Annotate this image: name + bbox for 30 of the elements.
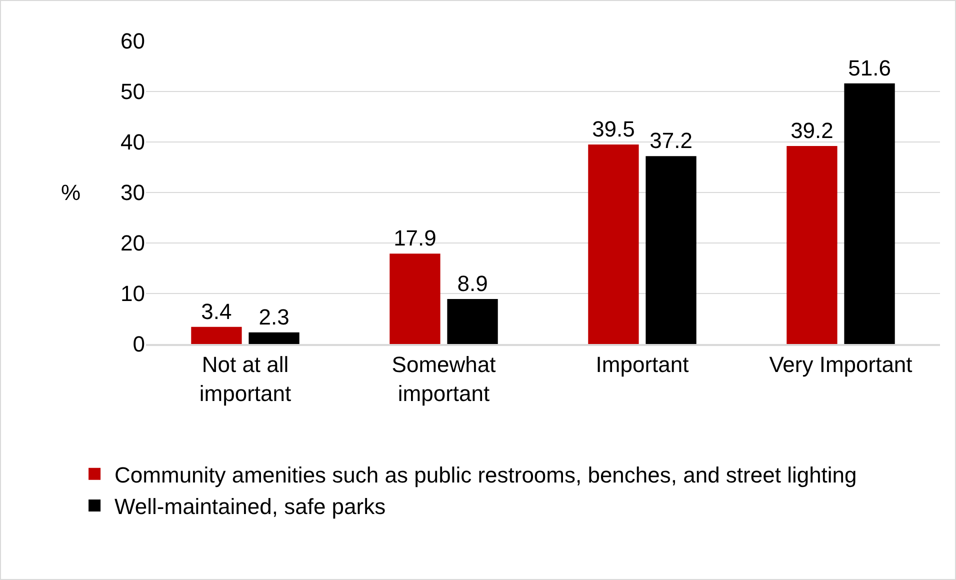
legend-label: Community amenities such as public restrooms, benches, and street lighting xyxy=(114,462,857,488)
bar xyxy=(786,146,838,344)
bar xyxy=(646,156,696,344)
bar xyxy=(588,144,639,344)
data-label: 3.4 xyxy=(201,298,232,324)
legend-label: Well-maintained, safe parks xyxy=(114,494,386,520)
y-axis-title: % xyxy=(61,180,81,205)
y-tick-label: 40 xyxy=(120,130,145,155)
x-tick-label: Important xyxy=(596,352,689,378)
bar xyxy=(390,254,440,344)
bar xyxy=(248,332,300,344)
y-tick-label: 0 xyxy=(132,332,145,357)
bar xyxy=(844,83,895,344)
data-label: 17.9 xyxy=(394,226,436,251)
y-tick-label: 50 xyxy=(120,79,145,104)
x-tick-label: Very Important xyxy=(769,352,912,378)
data-label: 51.6 xyxy=(848,55,891,80)
y-tick-label: 60 xyxy=(120,28,145,54)
data-label: 37.2 xyxy=(650,128,692,154)
data-label: 8.9 xyxy=(457,271,488,296)
y-tick-label: 20 xyxy=(120,230,145,256)
x-tick-label: Not at all important xyxy=(199,352,292,406)
data-label: 39.5 xyxy=(592,116,635,142)
x-tick-label: Somewhat important xyxy=(392,352,496,406)
y-tick-label: 30 xyxy=(120,180,145,206)
data-label: 2.3 xyxy=(258,304,290,330)
bar xyxy=(447,299,498,344)
bar xyxy=(191,326,242,344)
y-tick-label: 10 xyxy=(120,281,145,306)
data-label: 39.2 xyxy=(790,118,834,144)
